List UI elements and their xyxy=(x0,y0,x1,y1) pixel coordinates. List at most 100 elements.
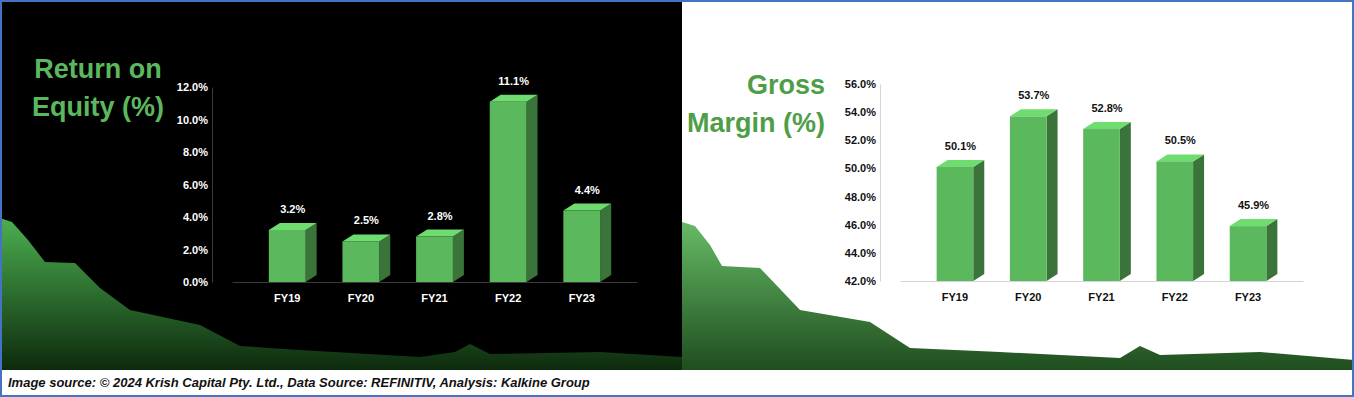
y-tick-label: 52.0% xyxy=(845,134,876,146)
y-tick: 8.0% xyxy=(183,146,212,158)
x-axis-line xyxy=(233,282,638,283)
x-tick-label: FY20 xyxy=(1015,291,1041,303)
bar-side-face xyxy=(600,204,611,283)
panel-background xyxy=(682,0,1354,370)
y-tick-label: 0.0% xyxy=(183,276,208,288)
y-tick: 52.0% xyxy=(845,134,880,146)
x-axis: FY19 FY20 FY21 FY22 FY23 xyxy=(233,282,638,304)
data-label: 50.1% xyxy=(945,140,976,152)
y-tick-label: 12.0% xyxy=(177,81,208,93)
y-tick: 2.0% xyxy=(183,244,212,256)
bar-top-face xyxy=(563,204,611,211)
frame xyxy=(1,1,1353,396)
bar xyxy=(1230,226,1267,281)
x-tick-label: FY22 xyxy=(1162,291,1188,303)
x-tick-label: FY21 xyxy=(1088,291,1114,303)
bar-side-face xyxy=(527,95,538,282)
x-tick: FY21 xyxy=(1088,281,1114,303)
bar-top-face xyxy=(416,230,464,237)
bar-side-face xyxy=(379,234,390,282)
y-tick: 46.0% xyxy=(845,219,880,231)
data-label: 2.5% xyxy=(354,214,379,226)
bars xyxy=(269,95,611,282)
data-label: 53.7% xyxy=(1018,89,1049,101)
bar xyxy=(1083,129,1120,281)
bar xyxy=(269,230,306,282)
x-tick-label: FY21 xyxy=(421,292,447,304)
bar-top-face xyxy=(490,95,538,102)
y-tick-label: 44.0% xyxy=(845,247,876,259)
x-tick: FY20 xyxy=(1015,281,1041,303)
y-axis-line xyxy=(212,88,213,283)
data-label: 50.5% xyxy=(1165,134,1196,146)
bar xyxy=(1010,116,1047,281)
y-tick-label: 6.0% xyxy=(183,179,208,191)
page-background xyxy=(0,0,1354,397)
bar-side-face xyxy=(973,160,984,281)
bar-top-face xyxy=(937,160,985,167)
chart-title: GrossMargin (%) xyxy=(687,70,825,138)
data-label: 4.4% xyxy=(575,184,600,196)
bar xyxy=(937,167,974,281)
y-tick: 6.0% xyxy=(183,179,212,191)
bar-side-face xyxy=(453,230,464,283)
y-tick: 50.0% xyxy=(845,162,880,174)
data-label: 2.8% xyxy=(427,210,452,222)
panel-background xyxy=(0,0,682,370)
y-tick-label: 10.0% xyxy=(177,114,208,126)
footer-background xyxy=(0,370,1354,397)
x-axis-line xyxy=(901,281,1304,282)
y-tick-label: 4.0% xyxy=(183,211,208,223)
x-tick: FY19 xyxy=(942,281,968,303)
y-tick-label: 54.0% xyxy=(845,106,876,118)
footnote: Image source: © 2024 Krish Capital Pty. … xyxy=(8,375,590,390)
bar xyxy=(342,241,379,282)
data-label: 11.1% xyxy=(498,75,529,87)
bar-top-face xyxy=(1230,219,1278,226)
y-tick-label: 46.0% xyxy=(845,219,876,231)
y-tick: 42.0% xyxy=(845,275,880,287)
x-tick-label: FY23 xyxy=(569,292,595,304)
bar-top-face xyxy=(1156,154,1204,161)
bar xyxy=(416,237,453,283)
x-tick-label: FY19 xyxy=(274,292,300,304)
data-label: 52.8% xyxy=(1091,102,1122,114)
y-tick: 54.0% xyxy=(845,106,880,118)
y-tick-label: 8.0% xyxy=(183,146,208,158)
y-tick-label: 42.0% xyxy=(845,275,876,287)
bar xyxy=(563,211,600,283)
chart-title: Return onEquity (%) xyxy=(32,54,164,122)
x-tick-label: FY22 xyxy=(495,292,521,304)
x-tick-label: FY23 xyxy=(1235,291,1261,303)
y-tick: 44.0% xyxy=(845,247,880,259)
bars xyxy=(937,109,1278,281)
y-tick-label: 2.0% xyxy=(183,244,208,256)
y-tick-label: 50.0% xyxy=(845,162,876,174)
y-axis-line xyxy=(880,85,881,282)
bar xyxy=(490,102,527,282)
data-label: 45.9% xyxy=(1238,199,1269,211)
chart-canvas: Return onEquity (%) 0.0% 2.0% 4.0% 6.0% 8.0% 1… xyxy=(0,0,1354,397)
bar-top-face xyxy=(1083,122,1131,129)
bar-side-face xyxy=(306,223,317,282)
data-label: 3.2% xyxy=(280,203,305,215)
y-tick: 4.0% xyxy=(183,211,212,223)
x-tick: FY20 xyxy=(348,282,374,304)
y-tick: 10.0% xyxy=(177,114,212,126)
y-tick: 48.0% xyxy=(845,191,880,203)
bar-top-face xyxy=(269,223,317,230)
bar-side-face xyxy=(1120,122,1131,281)
bar-side-face xyxy=(1266,219,1277,281)
y-tick: 56.0% xyxy=(845,78,880,90)
x-axis: FY19 FY20 FY21 FY22 FY23 xyxy=(901,281,1304,303)
bar-side-face xyxy=(1193,154,1204,281)
x-tick-label: FY19 xyxy=(942,291,968,303)
y-tick-label: 48.0% xyxy=(845,191,876,203)
bar xyxy=(1156,161,1193,281)
x-tick: FY19 xyxy=(274,282,300,304)
y-axis: 42.0% 44.0% 46.0% 48.0% 50.0% 52.0% 54.0% 56.0% xyxy=(845,78,881,287)
x-tick: FY21 xyxy=(421,282,447,304)
y-tick-label: 56.0% xyxy=(845,78,876,90)
y-tick: 12.0% xyxy=(177,81,212,93)
x-tick-label: FY20 xyxy=(348,292,374,304)
